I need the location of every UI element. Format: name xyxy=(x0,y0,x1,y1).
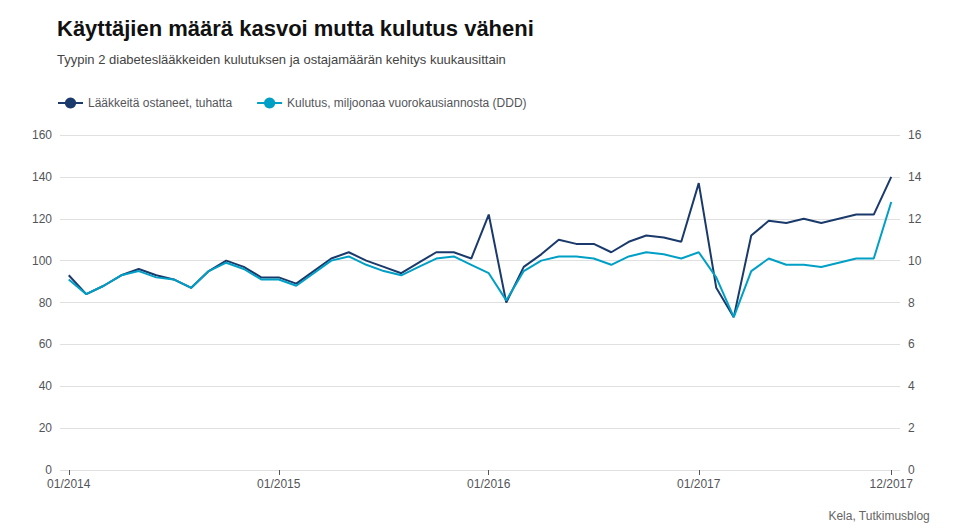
svg-text:14: 14 xyxy=(908,170,922,184)
svg-text:100: 100 xyxy=(32,254,52,268)
svg-text:01/2014: 01/2014 xyxy=(47,477,91,491)
svg-text:12/2017: 12/2017 xyxy=(870,477,914,491)
svg-text:160: 160 xyxy=(32,128,52,142)
svg-text:Lääkkeitä ostaneet, tuhatta: Lääkkeitä ostaneet, tuhatta xyxy=(88,96,232,110)
svg-text:01/2016: 01/2016 xyxy=(467,477,511,491)
svg-text:Kela, Tutkimusblog: Kela, Tutkimusblog xyxy=(828,509,929,523)
svg-text:8: 8 xyxy=(908,296,915,310)
svg-text:Kulutus, miljoonaa vuorokausia: Kulutus, miljoonaa vuorokausiannosta (DD… xyxy=(287,96,526,110)
svg-text:2: 2 xyxy=(908,421,915,435)
svg-text:0: 0 xyxy=(45,463,52,477)
svg-text:0: 0 xyxy=(908,463,915,477)
svg-text:Käyttäjien määrä kasvoi mutta: Käyttäjien määrä kasvoi mutta kulutus vä… xyxy=(57,16,534,41)
svg-text:01/2017: 01/2017 xyxy=(677,477,721,491)
svg-text:Tyypin 2 diabeteslääkkeiden ku: Tyypin 2 diabeteslääkkeiden kulutuksen j… xyxy=(57,52,506,67)
svg-text:12: 12 xyxy=(908,212,922,226)
svg-text:60: 60 xyxy=(39,337,53,351)
svg-text:120: 120 xyxy=(32,212,52,226)
svg-text:4: 4 xyxy=(908,379,915,393)
svg-text:40: 40 xyxy=(39,379,53,393)
svg-text:01/2015: 01/2015 xyxy=(257,477,301,491)
svg-text:16: 16 xyxy=(908,128,922,142)
svg-text:80: 80 xyxy=(39,296,53,310)
svg-text:10: 10 xyxy=(908,254,922,268)
svg-text:140: 140 xyxy=(32,170,52,184)
svg-text:20: 20 xyxy=(39,421,53,435)
svg-text:6: 6 xyxy=(908,337,915,351)
